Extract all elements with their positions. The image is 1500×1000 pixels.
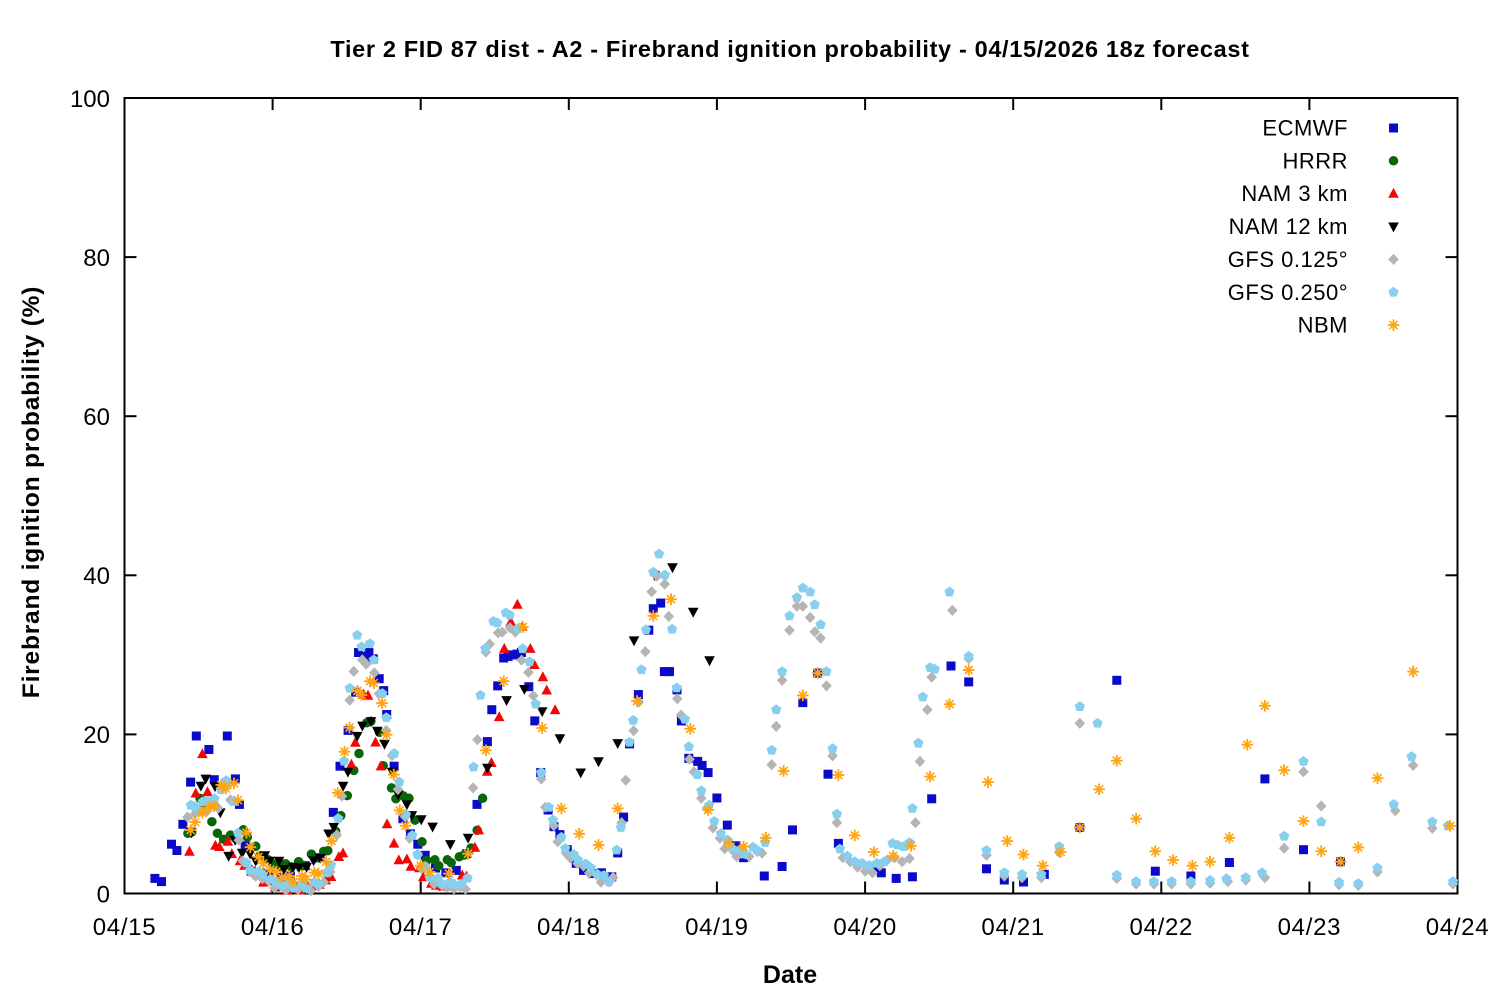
svg-text:04/18: 04/18 — [537, 914, 601, 941]
svg-text:04/24: 04/24 — [1426, 914, 1490, 941]
svg-text:NAM 12 km: NAM 12 km — [1229, 214, 1348, 239]
svg-text:04/17: 04/17 — [389, 914, 453, 941]
svg-text:80: 80 — [83, 245, 110, 272]
svg-text:NBM: NBM — [1298, 313, 1348, 338]
svg-text:60: 60 — [83, 404, 110, 431]
svg-text:100: 100 — [70, 86, 110, 113]
svg-text:04/19: 04/19 — [685, 914, 749, 941]
svg-text:20: 20 — [83, 722, 110, 749]
svg-text:0: 0 — [97, 881, 110, 908]
svg-text:40: 40 — [83, 563, 110, 590]
svg-text:04/16: 04/16 — [241, 914, 305, 941]
svg-text:ECMWF: ECMWF — [1262, 116, 1348, 141]
svg-text:Tier 2 FID 87 dist - A2 - Fire: Tier 2 FID 87 dist - A2 - Firebrand igni… — [330, 36, 1249, 62]
svg-text:04/22: 04/22 — [1130, 914, 1194, 941]
svg-text:GFS 0.250°: GFS 0.250° — [1228, 280, 1348, 305]
svg-text:04/21: 04/21 — [981, 914, 1045, 941]
svg-text:04/20: 04/20 — [833, 914, 897, 941]
svg-text:Date: Date — [763, 961, 817, 989]
svg-text:HRRR: HRRR — [1282, 148, 1348, 173]
svg-text:04/15: 04/15 — [93, 914, 157, 941]
svg-text:04/23: 04/23 — [1278, 914, 1342, 941]
svg-text:GFS 0.125°: GFS 0.125° — [1228, 247, 1348, 272]
svg-text:Firebrand ignition probability: Firebrand ignition probability (%) — [18, 286, 45, 698]
svg-text:NAM 3 km: NAM 3 km — [1241, 181, 1348, 206]
